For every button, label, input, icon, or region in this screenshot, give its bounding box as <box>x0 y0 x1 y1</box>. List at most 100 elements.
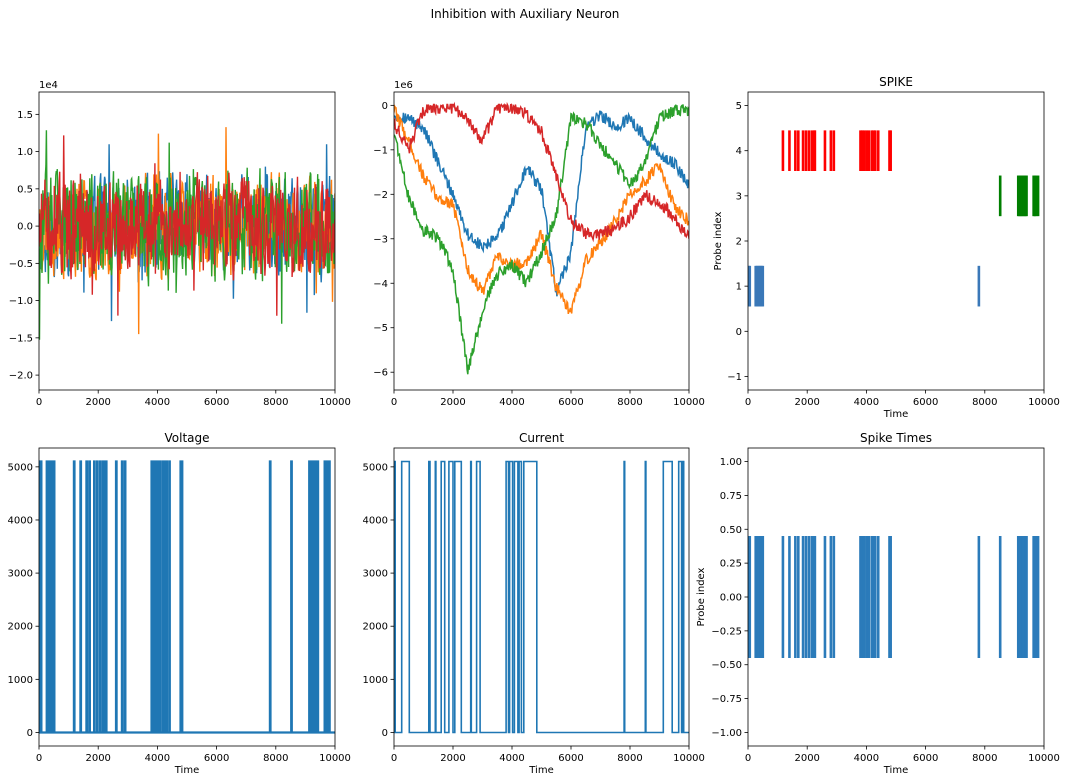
x-tick-label: 4000 <box>854 753 879 764</box>
y-tick-label: 0.75 <box>720 491 742 502</box>
y-tick-label: 1.5 <box>17 110 33 121</box>
line-series-0 <box>394 460 689 734</box>
y-tick-label: 4000 <box>8 515 33 526</box>
figure-title: Inhibition with Auxiliary Neuron <box>431 7 620 21</box>
chart-p6: Spike Times 0 2000 4000 6000 8000 10000 −1.00 −0… <box>696 431 1060 776</box>
chart-title: SPIKE <box>879 75 913 89</box>
x-tick-label: 8000 <box>972 397 997 408</box>
y-tick-label: −1 <box>727 372 742 383</box>
x-tick-label: 4000 <box>145 397 170 408</box>
x-tick-label: 4000 <box>145 753 170 764</box>
line-series-2 <box>39 130 335 340</box>
y-tick-label: −3 <box>373 234 388 245</box>
x-tick-label: 2000 <box>440 753 465 764</box>
y-tick-label: −1.0 <box>9 296 33 307</box>
y-tick-label: 3 <box>736 191 742 202</box>
y-tick-label: −0.5 <box>9 259 33 270</box>
x-tick-label: 0 <box>391 397 397 408</box>
plot-area <box>748 130 1040 307</box>
y-tick-label: 0 <box>736 327 742 338</box>
x-tick-label: 4000 <box>854 397 879 408</box>
plot-area <box>748 536 1040 658</box>
x-tick-label: 10000 <box>1028 397 1060 408</box>
x-tick-label: 6000 <box>204 753 229 764</box>
y-tick-label: 5 <box>736 101 742 112</box>
x-tick-label: 4000 <box>499 753 524 764</box>
line-series-3 <box>394 101 689 243</box>
chart-title: Current <box>519 431 564 445</box>
y-tick-label: 0.25 <box>720 559 742 570</box>
x-tick-label: 6000 <box>913 753 938 764</box>
axes-frame <box>393 91 690 391</box>
axes-frame <box>38 447 336 747</box>
axis-offset-label: 1e6 <box>394 80 413 91</box>
y-tick-label: −0.75 <box>711 694 742 705</box>
x-axis-label: Time <box>883 765 908 776</box>
y-tick-label: 2 <box>736 237 742 248</box>
y-tick-label: 2000 <box>8 622 33 633</box>
plot-area <box>394 460 689 734</box>
chart-p3: SPIKE 0 2000 4000 6000 8000 10000 −1 0 1 2 3 4 5 Time P… <box>713 75 1060 420</box>
chart-p2: 1e6 0 2000 4000 6000 8000 10000 0 −1 −2 −3 −4 −5 −6 <box>373 80 705 408</box>
x-tick-label: 0 <box>391 753 397 764</box>
x-tick-label: 0 <box>36 397 42 408</box>
y-tick-label: −5 <box>373 323 388 334</box>
x-tick-label: 6000 <box>204 397 229 408</box>
axes-frame <box>393 447 690 747</box>
x-tick-label: 6000 <box>558 397 583 408</box>
x-tick-label: 8000 <box>617 753 642 764</box>
x-axis-label: Time <box>528 765 553 776</box>
x-tick-label: 2000 <box>85 753 110 764</box>
x-tick-label: 10000 <box>673 753 705 764</box>
y-tick-label: −0.50 <box>711 660 742 671</box>
y-tick-label: 0 <box>382 728 388 739</box>
x-tick-label: 0 <box>745 397 751 408</box>
axes-frame <box>747 91 1045 391</box>
y-tick-label: 0.0 <box>17 222 33 233</box>
line-series-3 <box>39 135 335 316</box>
y-tick-label: 4000 <box>363 515 388 526</box>
x-tick-label: 0 <box>36 753 42 764</box>
y-tick-label: 1.0 <box>17 147 33 158</box>
x-tick-label: 10000 <box>319 753 351 764</box>
plot-area <box>39 460 335 734</box>
x-tick-label: 8000 <box>972 753 997 764</box>
y-tick-label: −2 <box>373 190 388 201</box>
x-tick-label: 8000 <box>263 397 288 408</box>
x-tick-label: 10000 <box>673 397 705 408</box>
x-axis-label: Time <box>883 409 908 420</box>
y-tick-label: −1.5 <box>9 333 33 344</box>
chart-p5: Current 0 2000 4000 6000 8000 10000 0 1000 2000 30… <box>363 431 705 776</box>
y-tick-label: 0.5 <box>17 184 33 195</box>
x-tick-label: 2000 <box>794 397 819 408</box>
y-tick-label: 1000 <box>8 675 33 686</box>
x-tick-label: 6000 <box>913 397 938 408</box>
line-series-1 <box>394 104 689 315</box>
y-tick-label: 3000 <box>363 569 388 580</box>
y-tick-label: −4 <box>373 279 388 290</box>
y-axis-label: Probe index <box>713 211 724 270</box>
y-axis-label: Probe index <box>696 567 707 626</box>
y-tick-label: 2000 <box>363 622 388 633</box>
y-tick-label: 3000 <box>8 569 33 580</box>
x-tick-label: 8000 <box>617 397 642 408</box>
axis-offset-label: 1e4 <box>39 80 58 91</box>
line-series-2 <box>394 104 689 375</box>
y-tick-label: 1.00 <box>720 457 742 468</box>
y-tick-label: 0.50 <box>720 525 742 536</box>
y-tick-label: 4 <box>736 146 742 157</box>
y-tick-label: 1000 <box>363 675 388 686</box>
x-tick-label: 0 <box>745 753 751 764</box>
x-tick-label: 2000 <box>794 753 819 764</box>
y-tick-label: 5000 <box>363 462 388 473</box>
x-tick-label: 4000 <box>499 397 524 408</box>
y-tick-label: −1 <box>373 145 388 156</box>
y-tick-label: 5000 <box>8 462 33 473</box>
y-tick-label: 0 <box>382 101 388 112</box>
y-tick-label: 0 <box>27 728 33 739</box>
x-tick-label: 2000 <box>85 397 110 408</box>
chart-title: Voltage <box>164 431 209 445</box>
x-tick-label: 10000 <box>319 397 351 408</box>
chart-title: Spike Times <box>860 431 932 445</box>
